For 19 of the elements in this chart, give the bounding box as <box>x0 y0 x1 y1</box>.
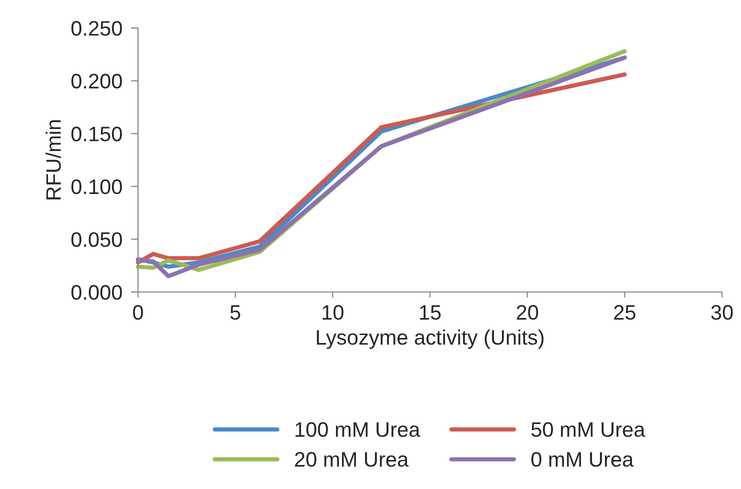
legend-label: 100 mM Urea <box>296 422 420 437</box>
x-tick-label: 5 <box>230 305 240 320</box>
y-tick-label: 0.050 <box>71 232 122 247</box>
legend-label: 20 mM Urea <box>295 452 409 467</box>
y-tick-label: 0.250 <box>71 21 122 36</box>
x-tick-label: 25 <box>614 305 636 320</box>
y-tick-label: 0.000 <box>71 285 122 300</box>
x-tick-label: 10 <box>322 305 344 320</box>
y-tick-label: 0.200 <box>71 74 122 89</box>
y-tick-label: 0.100 <box>71 179 122 194</box>
x-tick-label: 15 <box>420 305 441 320</box>
legend-label: 0 mM Urea <box>531 452 634 467</box>
y-tick-label: 0.150 <box>71 126 122 142</box>
x-tick-label: 20 <box>516 305 538 320</box>
x-tick-label: 30 <box>711 305 733 320</box>
x-axis-title: Lysozyme activity (Units) <box>316 329 544 349</box>
x-tick-label: 0 <box>133 305 143 320</box>
y-axis-title: RFU/min <box>46 120 61 200</box>
legend-label: 50 mM Urea <box>531 422 646 437</box>
